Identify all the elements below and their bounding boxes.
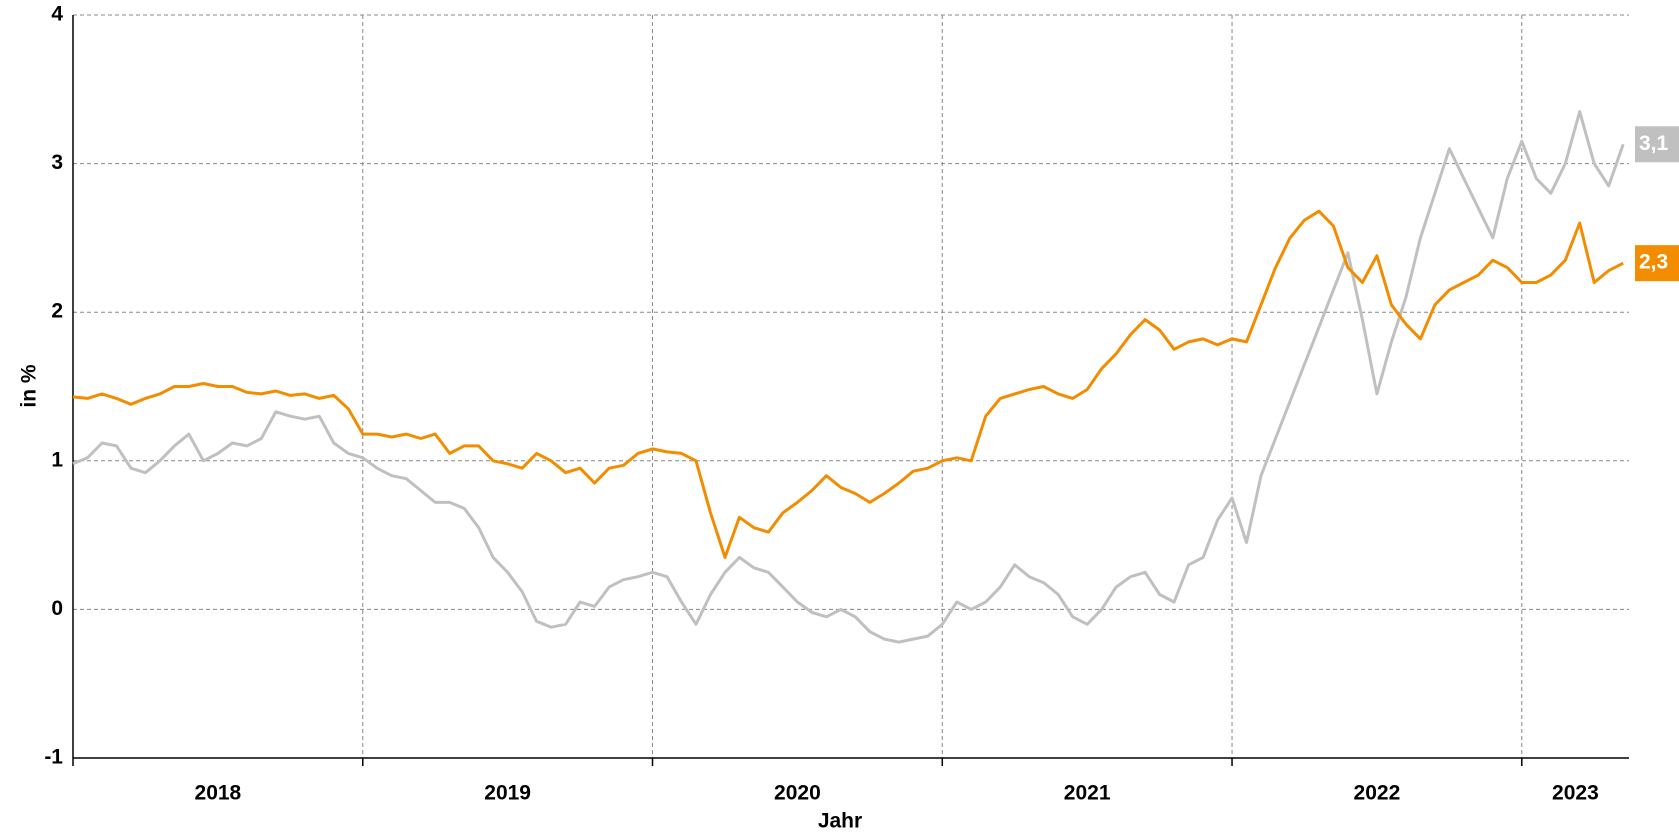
y-tick-label: 3 (51, 151, 63, 174)
end-label: 2,3 (1639, 251, 1668, 274)
x-tick-label: 2019 (484, 782, 531, 805)
x-tick-label: 2020 (774, 782, 821, 805)
y-tick-label: -1 (44, 746, 63, 769)
y-tick-label: 1 (51, 448, 63, 471)
y-tick-label: 2 (51, 300, 63, 323)
x-tick-label: 2018 (195, 782, 242, 805)
y-tick-label: 4 (51, 3, 63, 26)
y-axis-label: in % (18, 364, 41, 407)
end-label-box (1635, 245, 1679, 282)
line-series (72, 110, 1625, 644)
end-label-box (1635, 126, 1679, 163)
x-tick-label: 2022 (1354, 782, 1401, 805)
x-axis-label: Jahr (818, 810, 862, 833)
line-series (72, 209, 1624, 559)
x-tick-label: 2023 (1552, 782, 1599, 805)
x-tick-label: 2021 (1064, 782, 1111, 805)
y-tick-label: 0 (51, 597, 63, 620)
end-label: 3,1 (1639, 132, 1669, 155)
